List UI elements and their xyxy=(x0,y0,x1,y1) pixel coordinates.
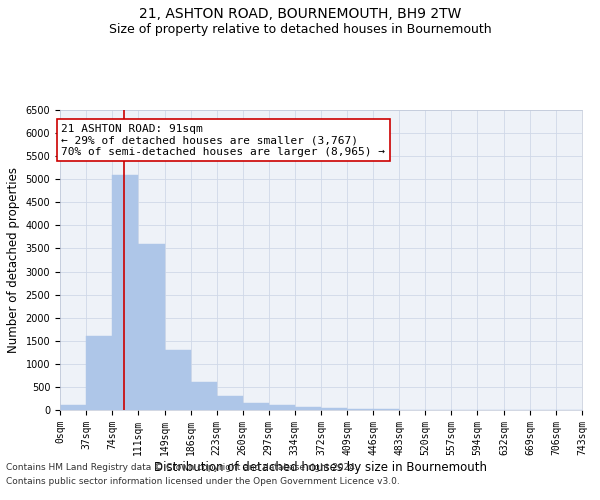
X-axis label: Distribution of detached houses by size in Bournemouth: Distribution of detached houses by size … xyxy=(155,460,487,473)
Bar xyxy=(60,406,86,410)
Y-axis label: Number of detached properties: Number of detached properties xyxy=(7,167,20,353)
Text: 21 ASHTON ROAD: 91sqm
← 29% of detached houses are smaller (3,767)
70% of semi-d: 21 ASHTON ROAD: 91sqm ← 29% of detached … xyxy=(61,124,385,157)
Bar xyxy=(191,382,217,410)
Bar xyxy=(347,408,373,410)
Bar xyxy=(269,406,295,410)
Bar xyxy=(138,244,164,410)
Bar xyxy=(86,336,112,410)
Bar xyxy=(112,174,138,410)
Text: Size of property relative to detached houses in Bournemouth: Size of property relative to detached ho… xyxy=(109,22,491,36)
Text: Contains public sector information licensed under the Open Government Licence v3: Contains public sector information licen… xyxy=(6,478,400,486)
Text: Contains HM Land Registry data © Crown copyright and database right 2024.: Contains HM Land Registry data © Crown c… xyxy=(6,462,358,471)
Bar xyxy=(217,396,242,410)
Bar xyxy=(243,403,269,410)
Text: 21, ASHTON ROAD, BOURNEMOUTH, BH9 2TW: 21, ASHTON ROAD, BOURNEMOUTH, BH9 2TW xyxy=(139,8,461,22)
Bar xyxy=(295,407,321,410)
Bar xyxy=(165,350,191,410)
Bar xyxy=(322,408,347,410)
Bar xyxy=(373,409,399,410)
